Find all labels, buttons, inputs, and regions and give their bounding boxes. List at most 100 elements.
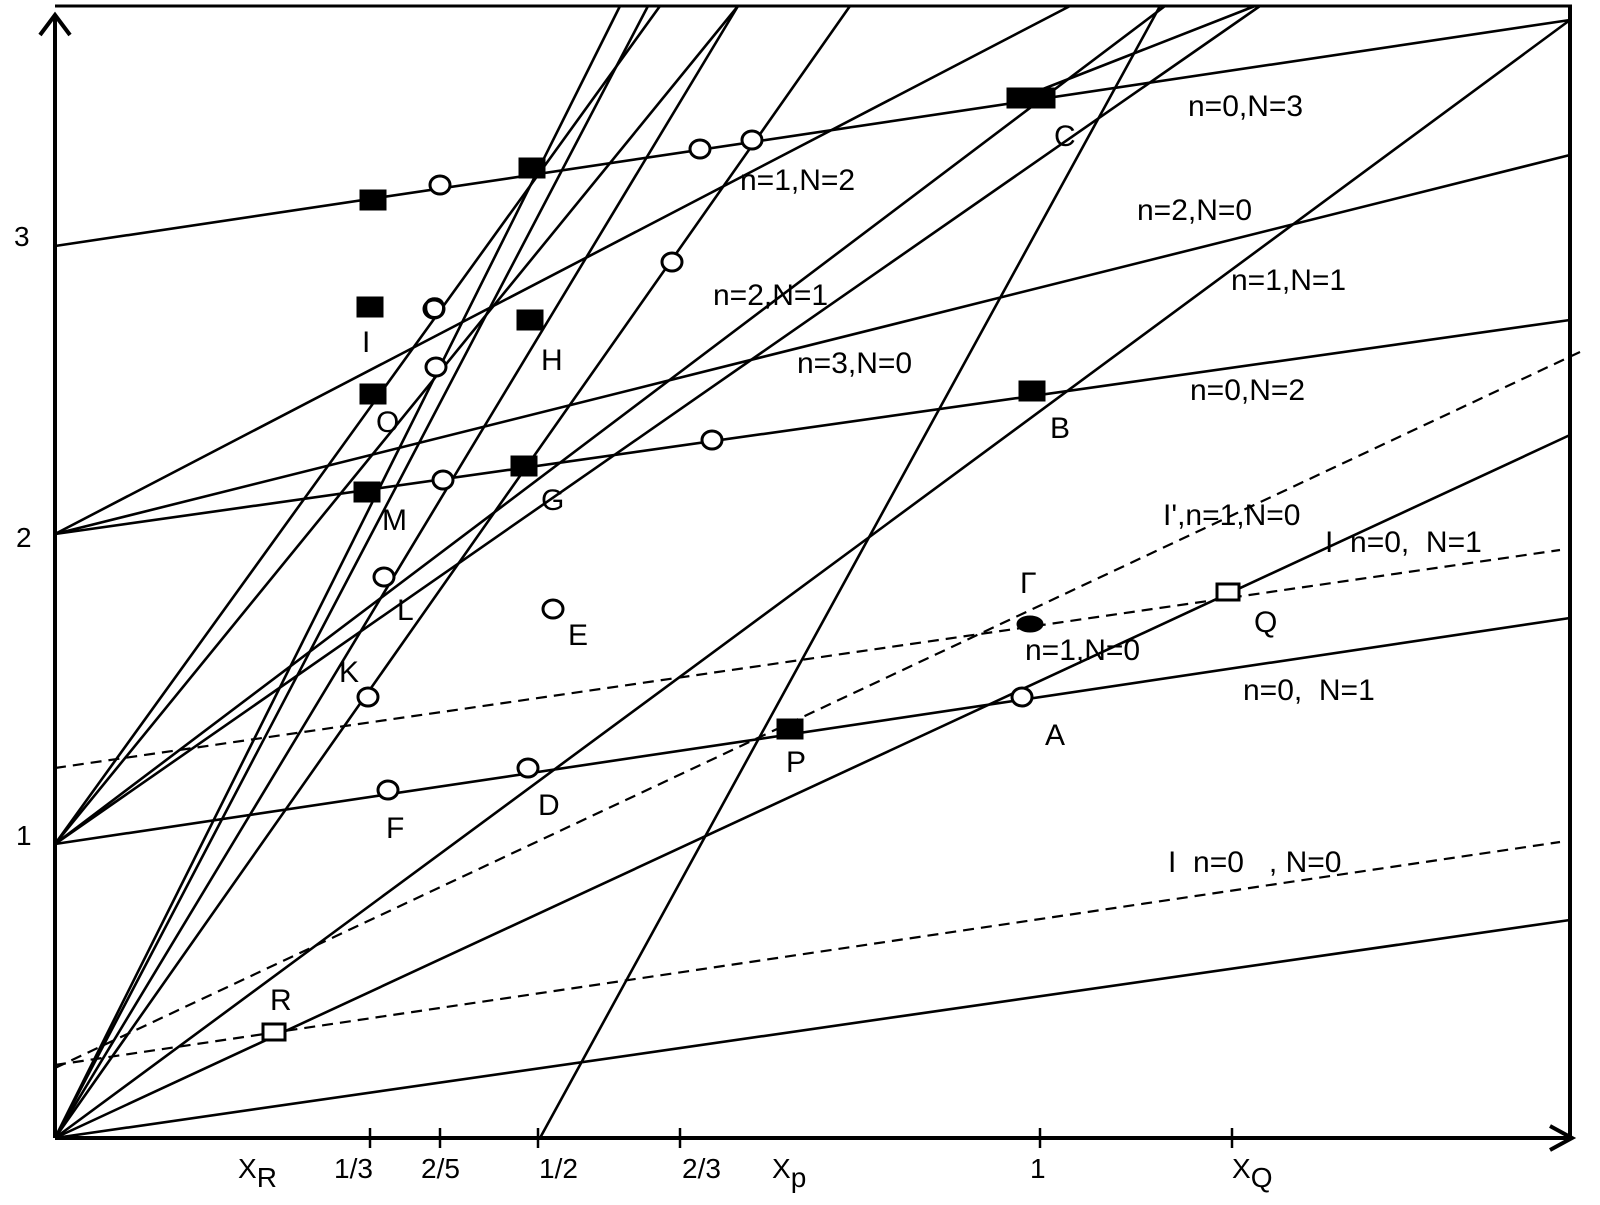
solid-line: [53, 5, 662, 845]
solid-line: [54, 18, 1571, 248]
point-label: D: [538, 789, 560, 822]
point-label: Q: [1254, 606, 1277, 639]
line-label: n=2,N=1: [713, 279, 828, 312]
x-tick-label: Xp: [772, 1153, 806, 1193]
solid-line: [1019, 4, 1256, 100]
y-axis-arrow: [38, 11, 72, 37]
open-circle-marker: [372, 566, 396, 588]
solid-line: [53, 5, 852, 1139]
line-label: n=0,N=2: [1190, 374, 1305, 407]
line-label: I n=0 , N=0: [1168, 846, 1341, 879]
open-circle-marker: [428, 174, 452, 196]
open-circle-marker: [688, 138, 712, 160]
open-circle-marker: [424, 356, 448, 378]
line-label: n=1,N=1: [1231, 264, 1346, 297]
x-tick-labels: XR 1/3 2/5 1/2 2/3 Xp 1 XQ: [238, 1153, 1272, 1193]
open-circle-marker: [740, 129, 764, 151]
line-label: n=1,N=2: [740, 164, 855, 197]
solid-line: [53, 5, 740, 1139]
point-label: K: [339, 656, 359, 689]
point-label: I: [362, 326, 370, 359]
solid-line: [54, 4, 1166, 846]
solid-line: [538, 5, 1162, 1139]
line-label: n=0,N=3: [1188, 90, 1303, 123]
point-label: O: [423, 292, 446, 325]
line-label: n=3,N=0: [797, 347, 912, 380]
solid-line: [54, 4, 1261, 846]
diagram-lines: [53, 4, 1581, 1140]
solid-line: [54, 4, 1071, 536]
filled-circle-marker: [1016, 615, 1044, 633]
point-label: L: [397, 594, 414, 627]
line-label: I n=0, N=1: [1325, 526, 1482, 559]
filled-square-marker: [516, 309, 544, 331]
open-square-marker: [1215, 582, 1241, 602]
y-tick-label: 2: [16, 522, 32, 553]
y-tick-labels: 3 2 1: [14, 221, 32, 851]
open-circle-marker: [422, 298, 446, 320]
solid-line: [53, 5, 740, 845]
point-markers: [261, 87, 1241, 1148]
solid-line: [54, 616, 1571, 846]
open-circle-marker: [516, 757, 540, 779]
open-circle-marker: [376, 779, 400, 801]
line-label: n=0, N=1: [1243, 674, 1375, 707]
solid-line: [53, 5, 650, 1139]
solid-line: [54, 18, 1571, 1140]
point-label: H: [541, 344, 563, 377]
x-tick-label: 1: [1030, 1153, 1046, 1184]
dashed-line: [54, 548, 1561, 770]
line-label: I',n=1,N=0: [1163, 499, 1301, 532]
point-label: C: [1054, 120, 1076, 153]
point-label: B: [1050, 412, 1070, 445]
x-tick-label: 2/3: [682, 1153, 721, 1184]
line-labels: n=0,N=3 n=1,N=2 n=2,N=0 n=1,N=1 n=2,N=1 …: [713, 90, 1482, 879]
filled-square-marker: [359, 383, 387, 405]
x-tick-label: 2/5: [421, 1153, 460, 1184]
solid-line: [54, 918, 1571, 1140]
filled-square-marker: [1028, 87, 1056, 109]
filled-square-marker: [510, 455, 538, 477]
x-tick-label: XQ: [1232, 1153, 1272, 1193]
x-tick-label: 1/2: [539, 1153, 578, 1184]
open-circle-marker: [700, 429, 724, 451]
point-label: Γ: [1020, 567, 1037, 600]
dashed-line: [54, 351, 1581, 1069]
filled-square-marker: [353, 481, 381, 503]
axes: [38, 4, 1577, 1152]
point-label: M: [382, 504, 407, 537]
x-tick-label: XR: [238, 1153, 277, 1193]
point-label: R: [270, 984, 292, 1017]
open-square-marker: [261, 1022, 287, 1042]
filled-square-marker: [356, 296, 384, 318]
filled-square-marker: [776, 718, 804, 740]
point-label: G: [541, 484, 564, 517]
line-label: n=1,N=0: [1025, 634, 1140, 667]
open-circle-marker: [356, 686, 380, 708]
filled-square-marker: [518, 157, 546, 179]
open-circle-marker: [431, 469, 455, 491]
filled-square-marker: [1018, 380, 1046, 402]
solid-line: [54, 318, 1571, 536]
point-labels: C I O H O G M L E K F D P A B Γ Q R: [270, 120, 1277, 1017]
point-label: E: [568, 619, 588, 652]
open-circle-marker: [541, 598, 565, 620]
dashed-line: [54, 840, 1561, 1067]
solid-line: [53, 5, 622, 1139]
solid-line: [54, 433, 1571, 1140]
open-circle-marker: [660, 251, 684, 273]
filled-square-marker: [1006, 87, 1034, 109]
open-circle-marker: [1010, 686, 1034, 708]
filled-square-marker: [359, 189, 387, 211]
x-tick-label: 1/3: [334, 1153, 373, 1184]
point-label: F: [386, 812, 404, 845]
point-label: A: [1045, 719, 1065, 752]
point-label: O: [376, 406, 399, 439]
solid-line: [54, 153, 1571, 536]
line-label: n=2,N=0: [1137, 194, 1252, 227]
y-tick-label: 1: [16, 820, 32, 851]
point-label: P: [786, 746, 806, 779]
y-tick-label: 3: [14, 221, 30, 252]
